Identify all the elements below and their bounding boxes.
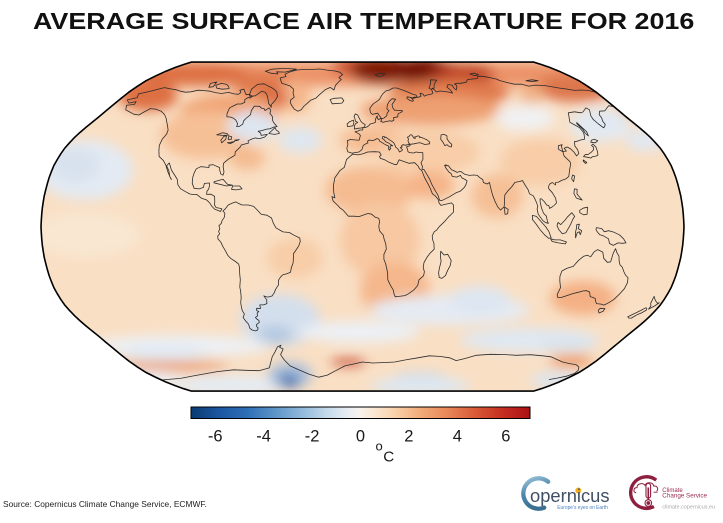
svg-text:Source: Copernicus Climate Cha: Source: Copernicus Climate Change Servic… (3, 499, 207, 509)
svg-text:0: 0 (356, 428, 365, 446)
svg-text:Europe's eyes on Earth: Europe's eyes on Earth (557, 505, 608, 511)
svg-text:2: 2 (404, 428, 413, 446)
svg-text:Climate: Climate (662, 487, 683, 494)
svg-text:o: o (376, 439, 383, 454)
svg-text:-4: -4 (256, 428, 271, 446)
svg-text:-6: -6 (208, 428, 223, 446)
svg-text:opernicus: opernicus (530, 485, 610, 506)
svg-text:-2: -2 (305, 428, 320, 446)
svg-text:Change Service: Change Service (662, 492, 707, 499)
svg-text:climate.copernicus.eu: climate.copernicus.eu (662, 505, 715, 511)
svg-text:4: 4 (453, 428, 462, 446)
svg-text:C: C (383, 449, 394, 466)
svg-text:6: 6 (501, 428, 510, 446)
